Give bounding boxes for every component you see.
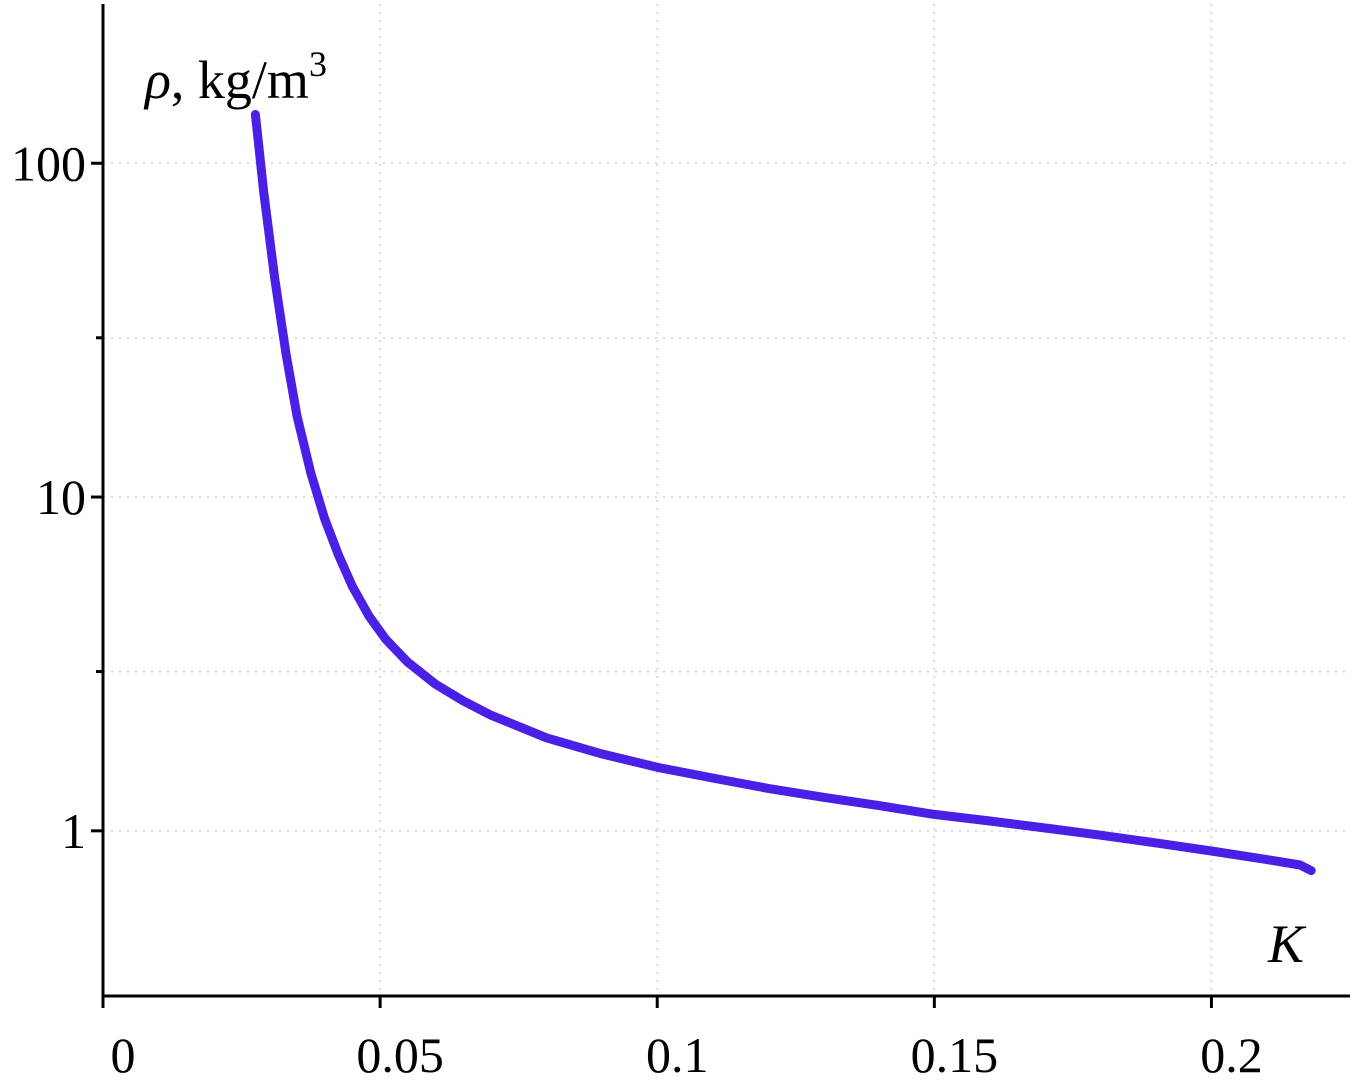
series bbox=[250, 110, 1316, 876]
x-tick-label-0: 0 bbox=[111, 1027, 136, 1082]
x-axis-label: K bbox=[1267, 914, 1307, 974]
grid bbox=[103, 4, 1350, 996]
x-tick-label-4: 0.2 bbox=[1200, 1027, 1263, 1082]
y-axis-label: ρ, kg/m3 bbox=[143, 44, 327, 110]
y-tick-label-1: 10 bbox=[36, 469, 86, 525]
y-tick-label-2: 100 bbox=[11, 135, 86, 191]
y-tick-label-0: 1 bbox=[61, 803, 86, 859]
x-tick-label-1: 0.05 bbox=[356, 1027, 444, 1082]
x-tick-label-3: 0.15 bbox=[911, 1027, 999, 1082]
series-line-0 bbox=[250, 110, 1316, 876]
ticks: 0 0.05 0.1 0.15 0.2 1 10 100 bbox=[11, 135, 1263, 1082]
x-tick-label-2: 0.1 bbox=[646, 1027, 709, 1082]
axis-labels: ρ, kg/m3 K bbox=[143, 44, 1307, 974]
